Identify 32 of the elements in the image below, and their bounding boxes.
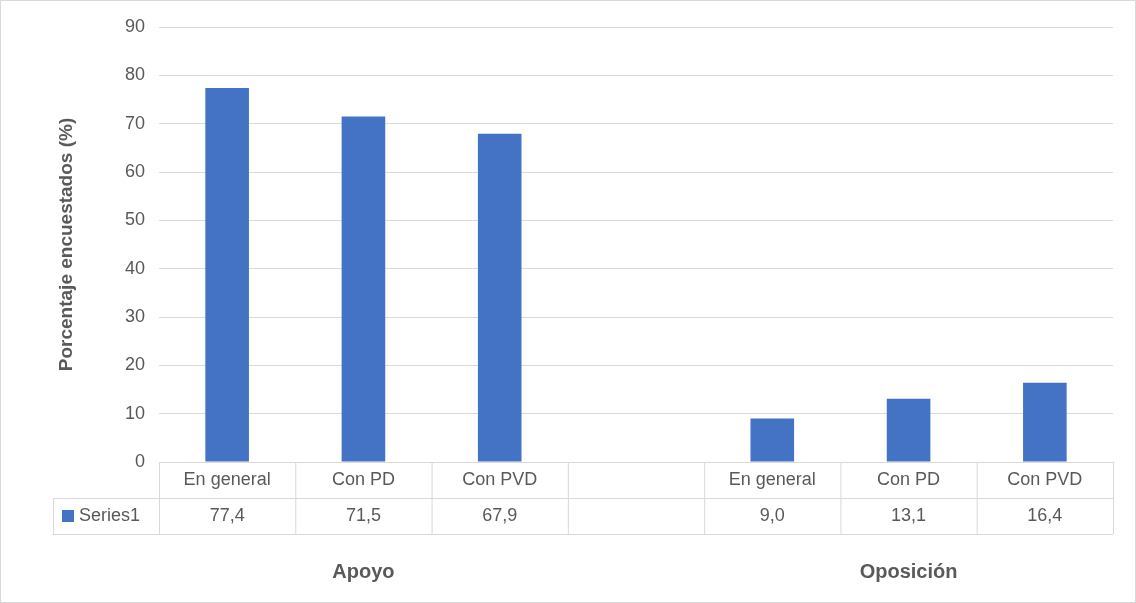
- data-label: 67,9: [482, 504, 518, 525]
- x-tick-label: En general: [728, 468, 816, 489]
- y-tick-label: 50: [124, 209, 145, 230]
- y-tick-label: 80: [124, 64, 145, 85]
- y-tick-label: 70: [124, 112, 145, 133]
- y-tick-label: 20: [124, 354, 145, 375]
- bar: [477, 133, 522, 462]
- x-tick-label: En general: [183, 468, 271, 489]
- y-tick-label: 90: [124, 15, 145, 36]
- x-tick-label: Con PVD: [1007, 468, 1083, 489]
- y-tick-label: 10: [124, 402, 145, 423]
- text: Apoyo: [332, 559, 395, 582]
- bar: [1023, 382, 1067, 462]
- bar: [205, 87, 249, 462]
- x-tick-label: Con PD: [877, 468, 941, 489]
- y-tick-label: 60: [124, 160, 145, 181]
- data-label: 71,5: [345, 504, 381, 525]
- bar: [341, 116, 386, 462]
- data-label: 16,4: [1027, 504, 1063, 525]
- y-tick-label: 40: [124, 257, 145, 278]
- data-label: 9,0: [759, 504, 785, 525]
- data-label: 13,1: [891, 504, 927, 525]
- x-tick-label: Con PVD: [462, 468, 538, 489]
- text: Oposición: [859, 559, 958, 582]
- y-tick-label: 0: [134, 450, 145, 471]
- bar: [886, 398, 931, 462]
- bar: [750, 418, 795, 462]
- data-label: 77,4: [209, 504, 245, 525]
- y-axis-title: Porcentaje encuestados (%): [54, 117, 76, 372]
- legend-label: Series1: [79, 504, 141, 525]
- x-tick-label: Con PD: [331, 468, 395, 489]
- y-tick-label: 30: [124, 305, 145, 326]
